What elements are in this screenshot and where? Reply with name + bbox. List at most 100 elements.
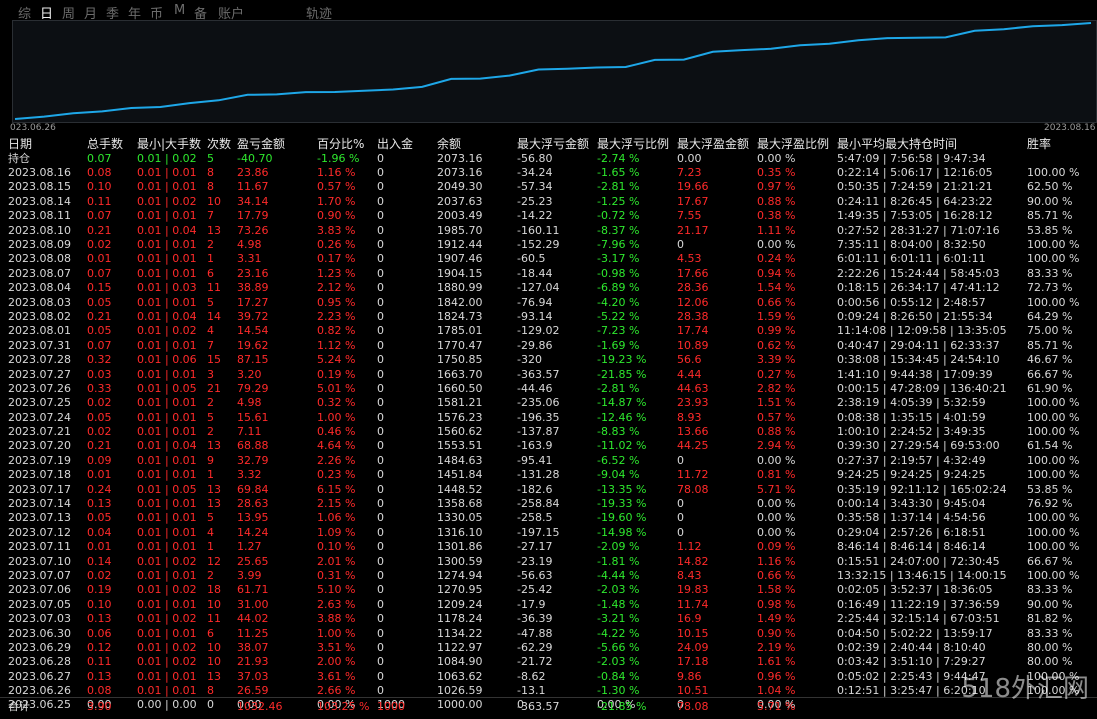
table-cell: 0 bbox=[677, 698, 684, 712]
table-cell: 0.06 bbox=[87, 626, 112, 640]
table-cell: -182.6 bbox=[517, 482, 553, 496]
table-cell: 0.35 % bbox=[757, 166, 796, 179]
table-cell: 21.17 bbox=[677, 223, 709, 237]
table-cell: 2023.07.28 bbox=[8, 353, 71, 367]
table-cell: 23.16 bbox=[237, 266, 269, 280]
table-cell: 5 bbox=[207, 295, 214, 309]
table-cell: 53.85 % bbox=[1027, 482, 1073, 496]
table-cell: 2003.49 bbox=[437, 209, 483, 223]
tab[interactable]: 周 bbox=[62, 7, 76, 22]
table-cell: 1084.90 bbox=[437, 655, 483, 669]
tab[interactable]: 币 bbox=[150, 7, 164, 22]
table-cell: 17.67 bbox=[677, 194, 709, 208]
table-cell: -2.09 % bbox=[597, 540, 640, 554]
table-cell: -3.17 % bbox=[597, 252, 640, 266]
table-cell: 0 bbox=[677, 453, 684, 467]
table-cell: 26.59 bbox=[237, 684, 269, 697]
table-cell: 13:32:15 | 13:46:15 | 14:00:15 bbox=[837, 568, 1007, 582]
table-cell: -44.46 bbox=[517, 381, 553, 395]
table-cell: 9:24:25 | 9:24:25 | 9:24:25 bbox=[837, 468, 986, 482]
table-cell: 7.11 bbox=[237, 425, 262, 438]
table-cell: 10.89 bbox=[677, 338, 709, 352]
table-cell: 1904.15 bbox=[437, 266, 483, 280]
table-cell: 1560.62 bbox=[437, 425, 483, 438]
table-cell: 1.27 bbox=[237, 540, 262, 554]
table-cell: 2023.07.26 bbox=[8, 381, 71, 395]
tab[interactable]: 账户 bbox=[218, 7, 245, 22]
table-cell: 17.66 bbox=[677, 266, 709, 280]
tab[interactable]: 轨迹 bbox=[306, 7, 333, 22]
equity-line bbox=[14, 22, 1092, 120]
table-cell: 7.55 bbox=[677, 209, 702, 223]
tab[interactable]: 日 bbox=[40, 7, 54, 22]
table-cell: 66.67 % bbox=[1027, 554, 1073, 568]
table-cell: -93.14 bbox=[517, 309, 553, 323]
table-cell: -12.46 % bbox=[597, 410, 647, 424]
table-cell: 0.99 % bbox=[757, 324, 796, 338]
table-cell: 1.49 % bbox=[757, 612, 796, 626]
table-cell: 0:09:24 | 8:26:50 | 21:55:34 bbox=[837, 309, 993, 323]
table-cell: 38.89 bbox=[237, 281, 269, 295]
table-cell: 0 bbox=[377, 396, 384, 410]
table-cell: 1274.94 bbox=[437, 568, 483, 582]
tab[interactable]: 季 bbox=[106, 7, 120, 22]
table-cell: 2 bbox=[207, 237, 214, 251]
tab[interactable]: 备 bbox=[194, 7, 208, 22]
total-cell: 78.08 bbox=[677, 700, 709, 713]
table-cell: 13 bbox=[207, 223, 221, 237]
table-cell: 10 bbox=[207, 194, 221, 208]
table-cell: -21.85 % bbox=[597, 367, 647, 381]
table-cell: 0.07 bbox=[87, 266, 112, 280]
tab[interactable]: 月 bbox=[84, 7, 98, 22]
table-cell: 0.00 % bbox=[757, 525, 796, 539]
table-cell: -1.25 % bbox=[597, 194, 640, 208]
table-cell: 9.86 bbox=[677, 669, 702, 683]
table-cell: 2.23 % bbox=[317, 309, 356, 323]
table-cell: 24.09 bbox=[677, 640, 709, 654]
table-cell: 1.04 % bbox=[757, 684, 796, 697]
table-cell: 0:08:38 | 1:35:15 | 4:01:59 bbox=[837, 410, 986, 424]
tab[interactable]: M bbox=[174, 3, 186, 18]
table-cell: 0.14 bbox=[87, 554, 112, 568]
table-cell: -36.39 bbox=[517, 612, 553, 626]
table-cell: 0.01 | 0.02 bbox=[137, 655, 197, 669]
table-cell: 10 bbox=[207, 597, 221, 611]
table-cell: 14.54 bbox=[237, 324, 269, 338]
table-cell: 44.02 bbox=[237, 612, 269, 626]
table-cell: 100.00 % bbox=[1027, 525, 1080, 539]
table-cell: 0 bbox=[377, 410, 384, 424]
table-cell: 6:01:11 | 6:01:11 | 6:01:11 bbox=[837, 252, 986, 266]
table-cell: -3.21 % bbox=[597, 612, 640, 626]
tab[interactable]: 年 bbox=[128, 7, 142, 22]
table-cell: 61.71 bbox=[237, 583, 269, 597]
table-cell: 1451.84 bbox=[437, 468, 483, 482]
table-cell: -17.9 bbox=[517, 597, 546, 611]
table-cell: 0.01 | 0.01 bbox=[137, 396, 197, 410]
table-cell: 14 bbox=[207, 309, 221, 323]
table-cell: 100.00 % bbox=[1027, 166, 1080, 179]
table-cell: 0:00:56 | 0:55:12 | 2:48:57 bbox=[837, 295, 986, 309]
table-cell: 0.01 | 0.01 bbox=[137, 180, 197, 194]
table-cell: 0.00 % bbox=[757, 453, 796, 467]
table-cell: 1.54 % bbox=[757, 281, 796, 295]
table-cell: 61.90 % bbox=[1027, 381, 1073, 395]
holding-cell: 0.07 bbox=[87, 152, 112, 165]
table-cell: 2049.30 bbox=[437, 180, 483, 194]
table-cell: -14.22 bbox=[517, 209, 553, 223]
table-cell: 0.01 | 0.01 bbox=[137, 453, 197, 467]
table-cell: 0.08 bbox=[87, 166, 112, 179]
table-cell: 2023.08.11 bbox=[8, 209, 71, 223]
table-cell: 3.51 % bbox=[317, 640, 356, 654]
table-cell: 0.32 % bbox=[317, 396, 356, 410]
table-cell: -9.04 % bbox=[597, 468, 640, 482]
tab[interactable]: 综 bbox=[18, 7, 32, 22]
total-separator bbox=[0, 697, 1097, 698]
table-cell: 0 bbox=[377, 612, 384, 626]
table-cell: 0 bbox=[377, 453, 384, 467]
total-cell: 1000 bbox=[377, 700, 405, 713]
table-cell: 0.21 bbox=[87, 439, 112, 453]
table-cell: 5.01 % bbox=[317, 381, 356, 395]
table-cell: 2023.08.09 bbox=[8, 237, 71, 251]
table-cell: 14.82 bbox=[677, 554, 709, 568]
table-cell: 100.00 % bbox=[1027, 410, 1080, 424]
